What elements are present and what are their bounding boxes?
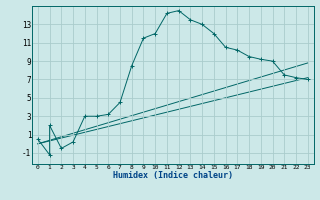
X-axis label: Humidex (Indice chaleur): Humidex (Indice chaleur) <box>113 171 233 180</box>
